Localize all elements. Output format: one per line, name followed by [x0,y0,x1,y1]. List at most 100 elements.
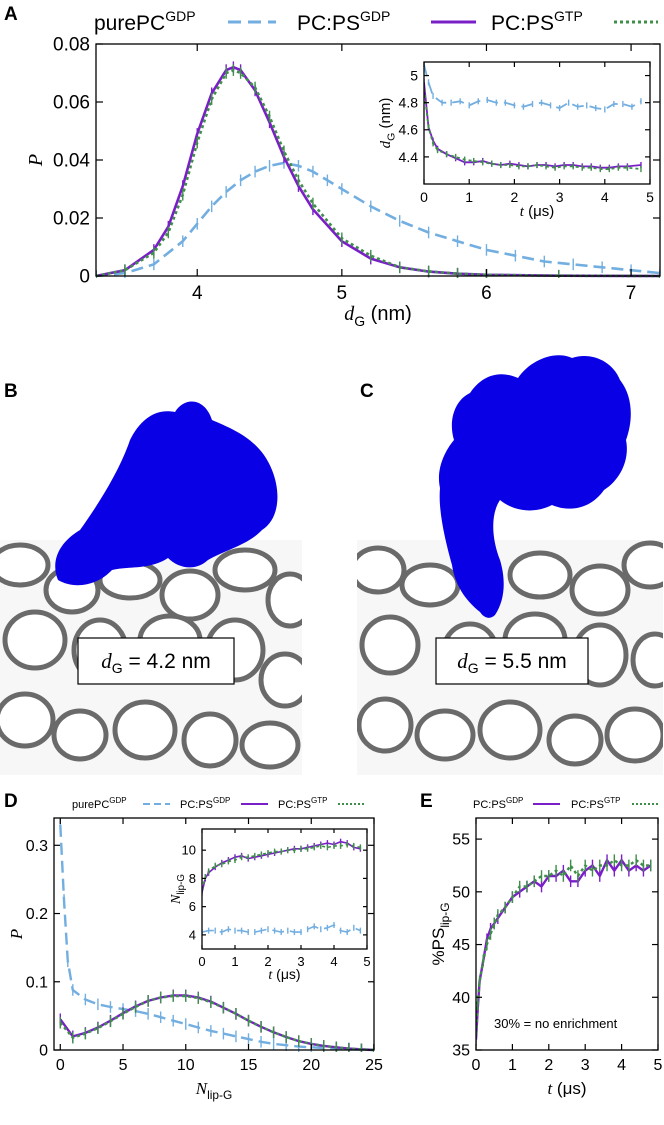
d-inset-xlabel: t (μs) [268,966,300,983]
d-inset-ytick-label: 8 [189,871,196,886]
d-inset-xtick-label: 4 [330,954,337,969]
legend-e: PC:PSGDP PC:PSGTP [473,796,659,811]
e-ytick-label: 50 [452,884,470,901]
snapshot-b: dG = 4.2 nm [0,401,302,775]
d-xtick-label: 15 [240,1057,258,1074]
a-inset-ylabel: dG (nm) [377,98,398,149]
d-inset-xtick-label: 1 [231,954,238,969]
d-ytick-label: 0 [39,1043,48,1060]
d-inset-xtick-label: 2 [264,954,271,969]
e-ytick-label: 45 [452,937,470,954]
a-ytick-label: 0.02 [53,209,90,230]
protein-b [55,401,278,586]
d-xtick-label: 25 [365,1057,383,1074]
a-inset-xtick-label: 2 [511,189,519,205]
label-box-c [435,637,589,685]
d-inset-ytick-label: 4 [189,927,196,942]
legend-a: purePCGDP PC:PSGDP PC:PSGTP [94,8,658,35]
d-ytick-label: 0.1 [26,974,48,991]
a-inset-xlabel: t (μs) [520,203,554,220]
protein-c [438,355,631,618]
a-inset-ytick-label: 4.4 [399,149,419,165]
a-ytick-label: 0.08 [53,35,90,56]
e-xtick-label: 2 [544,1057,553,1074]
label-c-text: dG = 5.5 nm [457,649,567,676]
e-xtick-label: 0 [472,1057,481,1074]
d-ytick-label: 0.2 [26,906,48,923]
d-inset-ytick-label: 10 [182,843,196,858]
d-xtick-label: 0 [56,1057,65,1074]
legend-e-pcpsgtp-label: PC:PSGTP [571,796,620,811]
d-inset-xtick-label: 0 [198,954,205,969]
a-inset-series-pc-ps-gtp [424,88,642,170]
e-ylabel: %PSlip-G [429,903,452,966]
e-ytick-label: 55 [452,832,470,849]
d-xlabel: Nlip-G [195,1079,232,1102]
a-inset-xtick-label: 4 [601,189,609,205]
a-xtick-label: 4 [192,283,203,304]
a-inset-xtick-label: 3 [556,189,564,205]
a-ytick-label: 0 [79,267,90,288]
panel-label-d: D [4,791,18,812]
panel-label-c: C [360,381,374,402]
a-inset-frame [423,61,651,185]
e-series-pc-ps-gtp [476,859,651,1035]
d-inset-xtick-label: 5 [363,954,370,969]
d-series-purepc-gdp [59,824,374,1052]
d-inset-ytick-label: 6 [189,899,196,914]
d-frame [53,817,375,1051]
a-ytick-label: 0.04 [53,151,90,172]
a-xtick-label: 6 [481,283,492,304]
chart-a: 4 5 6 7 0 0.02 0.04 0.06 0.08 dG (nm) P [25,35,661,329]
d-inset-series-pc-ps-gdp [202,840,361,893]
e-annotation: 30% = no enrichment [494,1016,618,1031]
e-ytick-label: 35 [452,1043,470,1060]
a-inset-xtick-label: 1 [465,189,473,205]
a-inset-ytick-label: 4.8 [399,95,419,111]
d-inset-frame [201,828,368,950]
legend-a-pcpsgdp-label: PC:PSGDP [297,8,390,35]
legend-d: purePCGDP PC:PSGDP PC:PSGTP [72,796,365,811]
a-ylabel: P [25,154,47,167]
label-box-b [77,637,235,685]
panel-label-a: A [4,4,18,25]
d-xtick-label: 5 [119,1057,128,1074]
d-ylabel: P [7,929,26,940]
legend-d-pcpsgtp-label: PC:PSGTP [278,796,327,811]
a-inset-series-purepc-gdp [424,64,642,111]
e-xtick-label: 1 [508,1057,517,1074]
d-ytick-label: 0.3 [26,838,48,855]
a-inset-xtick-label: 5 [646,189,654,205]
panel-label-b: B [4,381,18,402]
e-xlabel: t (μs) [547,1079,586,1098]
legend-d-pcpsgdp-label: PC:PSGDP [180,796,230,811]
e-xtick-label: 4 [617,1057,626,1074]
d-series-pc-ps-gdp [59,994,374,1052]
d-inset-series-pc-ps-gtp [202,843,361,890]
e-ytick-label: 40 [452,990,470,1007]
e-xtick-label: 5 [654,1057,663,1074]
d-inset-ylabel: Nlip-G [169,874,187,905]
legend-a-purepc-label: purePCGDP [94,8,196,35]
a-xlabel: dG (nm) [344,303,412,329]
membrane-b [0,540,302,775]
a-inset-ytick-label: 5 [410,67,418,83]
a-ytick-label: 0.06 [53,93,90,114]
d-xtick-label: 20 [302,1057,320,1074]
e-xtick-label: 3 [581,1057,590,1074]
legend-a-pcpsgtp-label: PC:PSGTP [491,8,583,35]
legend-d-purepc-label: purePCGDP [72,796,127,811]
d-inset-xtick-label: 3 [297,954,304,969]
legend-e-pcpsgdp-label: PC:PSGDP [473,796,523,811]
label-b-text: dG = 4.2 nm [101,649,211,676]
a-xtick-label: 7 [626,283,637,304]
chart-a-inset: 0 1 2 3 4 5 4.4 4.6 4.8 5 t (μs) dG (nm) [377,61,654,220]
e-frame [475,817,659,1051]
a-xtick-label: 5 [337,283,348,304]
panel-label-e: E [420,791,433,812]
a-inset-xtick-label: 0 [420,189,428,205]
d-xtick-label: 10 [177,1057,195,1074]
